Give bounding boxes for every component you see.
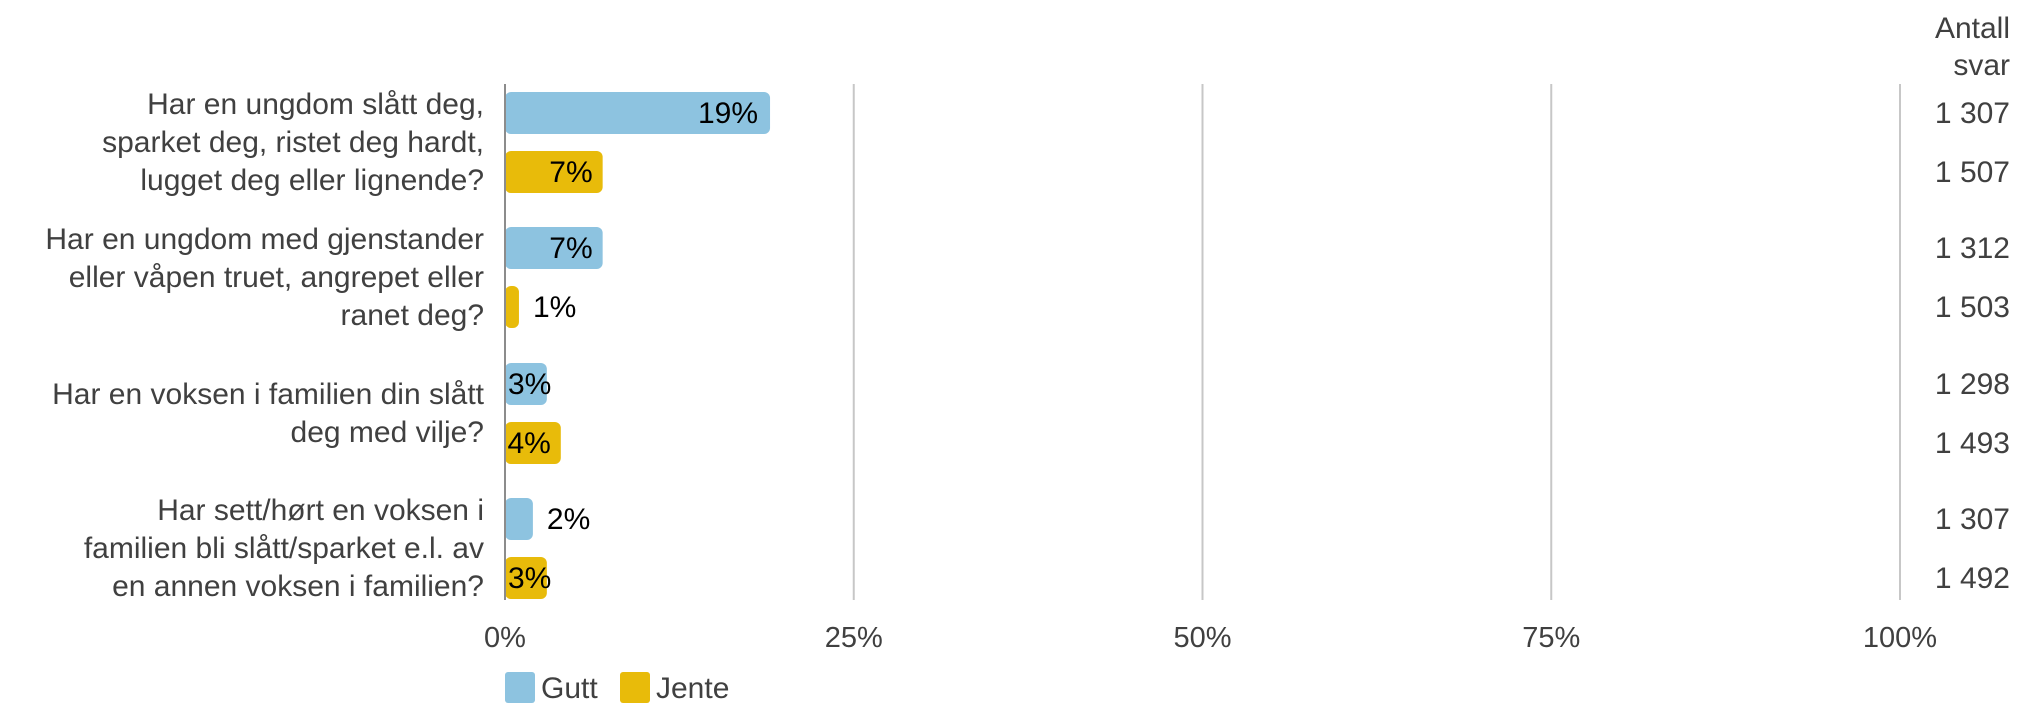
count-header: Antall bbox=[1935, 12, 2010, 45]
x-tick-label: 100% bbox=[1863, 622, 1937, 654]
answer-count: 1 307 bbox=[1935, 503, 2010, 536]
legend-swatch-jente bbox=[620, 672, 650, 703]
category-label-line: Har en ungdom slått deg, bbox=[147, 88, 484, 121]
category-label-line: ranet deg? bbox=[341, 299, 484, 332]
category-label-line: lugget deg eller lignende? bbox=[140, 164, 484, 197]
bar-jente bbox=[505, 557, 547, 599]
answer-count: 1 507 bbox=[1935, 156, 2010, 189]
bar-jente bbox=[505, 286, 519, 328]
bar-gutt bbox=[505, 227, 603, 269]
category-label-line: familien bli slått/sparket e.l. av bbox=[84, 532, 484, 565]
data-label: 2% bbox=[547, 503, 590, 536]
legend-label: Jente bbox=[656, 672, 729, 703]
bar-jente bbox=[505, 422, 561, 464]
data-label: 1% bbox=[533, 291, 576, 324]
data-label: 3% bbox=[508, 368, 551, 401]
category-label-line: Har sett/hørt en voksen i bbox=[157, 494, 484, 527]
category-label: Har en ungdom med gjenstander eller våpen… bbox=[45, 223, 484, 332]
legend-swatch-gutt bbox=[505, 672, 535, 703]
category-label: Har en voksen i familien din slått deg me… bbox=[52, 378, 485, 449]
bars: 19% 7% 3% 2% 7% 1% 4% 3% bbox=[505, 92, 771, 599]
category-label-line: sparket deg, ristet deg hardt, bbox=[102, 126, 484, 159]
data-label: 7% bbox=[549, 232, 592, 265]
data-label: 3% bbox=[508, 562, 551, 595]
category-label-line: Har en voksen i familien din slått bbox=[52, 378, 485, 411]
data-label: 4% bbox=[507, 427, 550, 460]
data-label: 7% bbox=[549, 156, 592, 189]
count-header: svar bbox=[1953, 49, 2010, 82]
category-label: Har sett/hørt en voksen i familien bli sl… bbox=[84, 494, 484, 603]
bar-jente bbox=[505, 151, 603, 193]
category-labels: Har en ungdom slått deg, sparket deg, ris… bbox=[45, 88, 484, 603]
x-tick-label: 25% bbox=[825, 622, 883, 654]
bar-gutt bbox=[505, 498, 533, 540]
x-tick-label: 75% bbox=[1522, 622, 1580, 654]
category-label-line: en annen voksen i familien? bbox=[112, 570, 484, 603]
bar-gutt bbox=[505, 363, 547, 405]
legend: Gutt Jente bbox=[505, 672, 729, 703]
answer-count: 1 307 bbox=[1935, 97, 2010, 130]
category-label-line: deg med vilje? bbox=[291, 416, 484, 449]
data-label: 19% bbox=[698, 97, 758, 130]
bar-gutt bbox=[505, 92, 771, 134]
answer-counts: 1 307 1 312 1 298 1 307 1 507 1 503 1 493 1 492… bbox=[1935, 12, 2010, 595]
x-tick-label: 0% bbox=[484, 622, 526, 654]
legend-label: Gutt bbox=[541, 672, 598, 703]
value-axis: 0% 25% 50% 75% 100% bbox=[484, 84, 1937, 654]
category-label-line: Har en ungdom med gjenstander bbox=[45, 223, 484, 256]
answer-count: 1 312 bbox=[1935, 232, 2010, 265]
grid-lines bbox=[852, 84, 1901, 600]
x-tick-label: 50% bbox=[1173, 622, 1231, 654]
category-label: Har en ungdom slått deg, sparket deg, ris… bbox=[102, 88, 484, 197]
answer-count: 1 298 bbox=[1935, 368, 2010, 401]
answer-count: 1 503 bbox=[1935, 291, 2010, 324]
answer-count: 1 492 bbox=[1935, 562, 2010, 595]
category-label-line: eller våpen truet, angrepet eller bbox=[69, 261, 484, 294]
answer-count: 1 493 bbox=[1935, 427, 2010, 460]
